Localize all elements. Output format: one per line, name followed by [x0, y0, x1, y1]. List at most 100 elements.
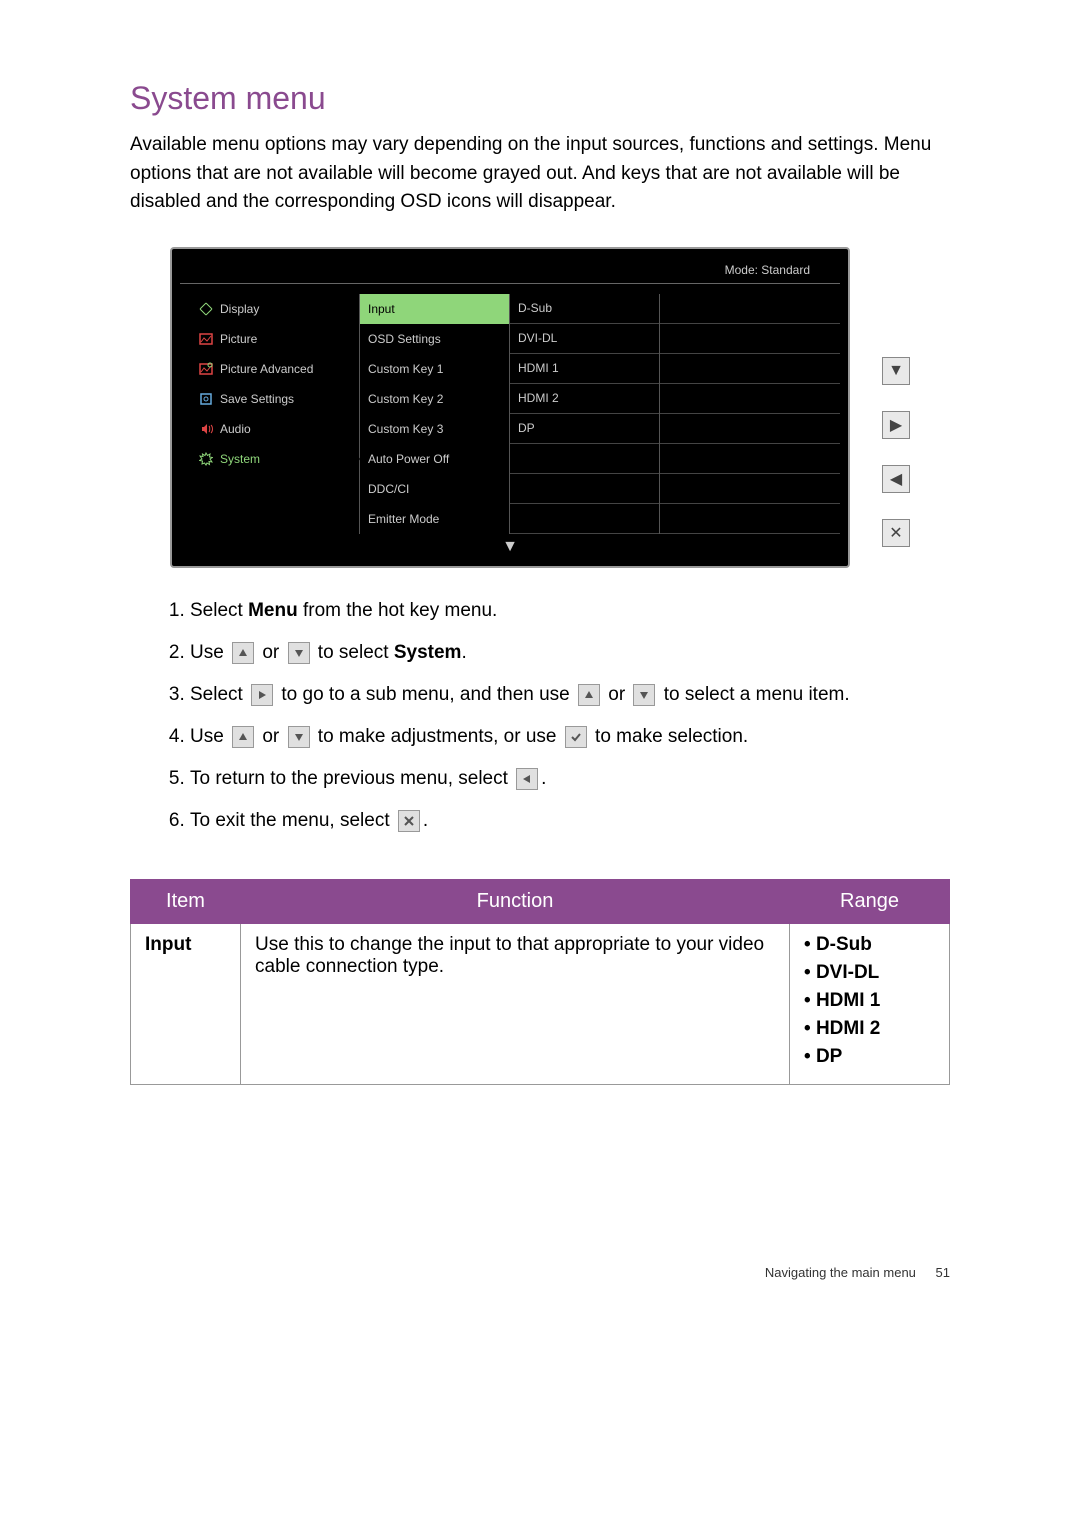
text: or: [257, 726, 284, 747]
picture-adv-icon: [198, 361, 214, 377]
range-item: HDMI 1: [804, 990, 935, 1012]
table-header-row: Item Function Range: [131, 880, 950, 924]
osd-preview-row: [660, 444, 840, 474]
text: .: [541, 768, 546, 789]
osd-main-menu: Display Picture Picture Advanced Save Setti…: [180, 294, 360, 534]
osd-preview-row: [660, 324, 840, 354]
close-icon: [398, 810, 420, 832]
osd-menu-label: Picture: [220, 332, 257, 346]
osd-preview-row: [660, 294, 840, 324]
step-4: Use or to make adjustments, or use to ma…: [190, 719, 950, 755]
osd-menu-item[interactable]: Picture Advanced: [190, 354, 359, 384]
step-1: Select Menu from the hot key menu.: [190, 593, 950, 629]
footer-page-number: 51: [936, 1265, 950, 1280]
text: To return to the previous menu, select: [190, 768, 513, 789]
text: or: [603, 684, 630, 705]
osd-preview-row: [660, 414, 840, 444]
display-icon: [198, 301, 214, 317]
text: Use: [190, 642, 229, 663]
down-arrow-icon: [633, 684, 655, 706]
text-bold: Menu: [248, 600, 298, 621]
osd-menu-item[interactable]: Save Settings: [190, 384, 359, 414]
item-name: Input: [145, 934, 191, 955]
intro-paragraph: Available menu options may vary dependin…: [130, 131, 950, 217]
osd-panel: Mode: Standard DisplayPicturePicture Adv…: [170, 247, 850, 568]
range-item: DP: [804, 1046, 935, 1068]
osd-menu-item[interactable]: System: [190, 444, 359, 474]
osd-option-item[interactable]: D-Sub: [510, 294, 659, 324]
osd-submenu-item[interactable]: Custom Key 1: [360, 354, 509, 384]
text: to go to a sub menu, and then use: [276, 684, 575, 705]
osd-option-item[interactable]: DP: [510, 414, 659, 444]
osd-option-item: [510, 504, 659, 534]
text: .: [461, 642, 466, 663]
up-arrow-icon: [232, 726, 254, 748]
text: Use: [190, 726, 229, 747]
table-row: Input Use this to change the input to th…: [131, 924, 950, 1085]
osd-submenu-item[interactable]: Input: [360, 294, 509, 324]
text: to select: [313, 642, 394, 663]
down-arrow-icon: [288, 642, 310, 664]
osd-preview-row: [660, 474, 840, 504]
osd-menu-item[interactable]: Picture: [190, 324, 359, 354]
right-arrow-icon: [251, 684, 273, 706]
text: To exit the menu, select: [190, 810, 395, 831]
text: .: [423, 810, 428, 831]
col-function: Function: [241, 880, 790, 924]
step-2: Use or to select System.: [190, 635, 950, 671]
osd-submenu-item[interactable]: Custom Key 2: [360, 384, 509, 414]
nav-left-button[interactable]: ◀: [882, 465, 910, 493]
osd-menu-label: Save Settings: [220, 392, 294, 406]
osd-options: D-SubDVI-DLHDMI 1HDMI 2DP: [510, 294, 660, 534]
osd-menu-label: Display: [220, 302, 259, 316]
left-arrow-icon: [516, 768, 538, 790]
col-range: Range: [790, 880, 950, 924]
reference-table: Item Function Range Input Use this to ch…: [130, 879, 950, 1085]
osd-submenu-item[interactable]: Auto Power Off: [360, 444, 509, 474]
audio-icon: [198, 421, 214, 437]
text-bold: System: [394, 642, 462, 663]
nav-down-button[interactable]: ▼: [882, 357, 910, 385]
instruction-list: Select Menu from the hot key menu. Use o…: [130, 593, 950, 840]
osd-option-item[interactable]: DVI-DL: [510, 324, 659, 354]
text: or: [257, 642, 284, 663]
range-item: DVI-DL: [804, 962, 935, 984]
osd-submenu-item[interactable]: DDC/CI: [360, 474, 509, 504]
text: Select: [190, 600, 248, 621]
range-item: D-Sub: [804, 934, 935, 956]
footer-section: Navigating the main menu: [765, 1265, 916, 1280]
check-icon: [565, 726, 587, 748]
up-arrow-icon: [578, 684, 600, 706]
osd-sub-menu: InputOSD SettingsCustom Key 1Custom Key …: [360, 294, 510, 534]
col-item: Item: [131, 880, 241, 924]
osd-submenu-item[interactable]: Emitter Mode: [360, 504, 509, 534]
text: Select: [190, 684, 248, 705]
picture-icon: [198, 331, 214, 347]
osd-preview-row: [660, 354, 840, 384]
nav-right-button[interactable]: ▶: [882, 411, 910, 439]
cell-item: Input: [131, 924, 241, 1085]
nav-close-button[interactable]: ✕: [882, 519, 910, 547]
page-footer: Navigating the main menu 51: [130, 1265, 950, 1280]
osd-option-item[interactable]: HDMI 2: [510, 384, 659, 414]
step-3: Select to go to a sub menu, and then use…: [190, 677, 950, 713]
osd-submenu-item[interactable]: Custom Key 3: [360, 414, 509, 444]
osd-menu-label: Picture Advanced: [220, 362, 313, 376]
up-arrow-icon: [232, 642, 254, 664]
cell-range: D-Sub DVI-DL HDMI 1 HDMI 2 DP: [790, 924, 950, 1085]
osd-nav-buttons: ▼ ▶ ◀ ✕: [882, 357, 910, 547]
osd-option-item: [510, 444, 659, 474]
osd-menu-label: System: [220, 452, 260, 466]
osd-menu-item[interactable]: Display: [190, 294, 359, 324]
osd-menu-label: Audio: [220, 422, 251, 436]
range-item: HDMI 2: [804, 1018, 935, 1040]
osd-option-item[interactable]: HDMI 1: [510, 354, 659, 384]
osd-menu-item[interactable]: Audio: [190, 414, 359, 444]
osd-scroll-down-icon: ▼: [180, 534, 840, 558]
text: to make selection.: [590, 726, 748, 747]
down-arrow-icon: [288, 726, 310, 748]
text: from the hot key menu.: [298, 600, 498, 621]
osd-preview-row: [660, 504, 840, 534]
osd-submenu-item[interactable]: OSD Settings: [360, 324, 509, 354]
save-icon: [198, 391, 214, 407]
